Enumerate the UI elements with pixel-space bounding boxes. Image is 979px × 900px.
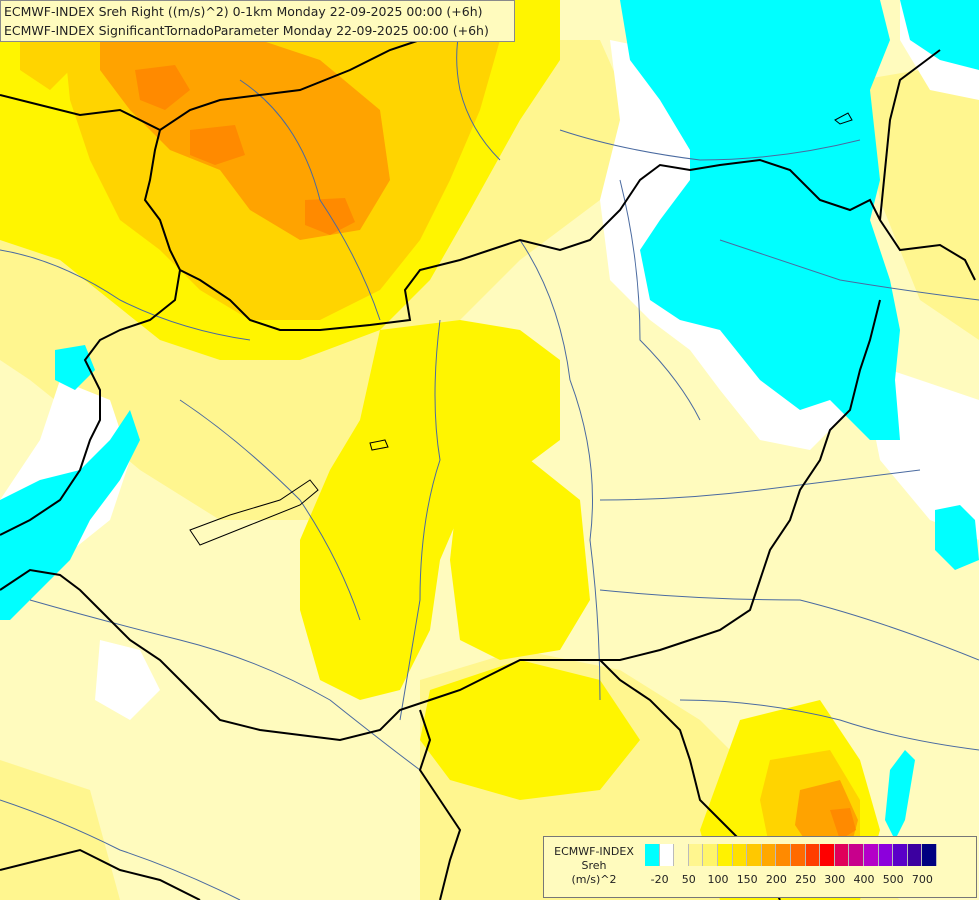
legend-swatch	[659, 844, 675, 866]
legend-swatch	[805, 844, 821, 866]
legend-swatch	[732, 844, 748, 866]
legend-swatch	[878, 844, 894, 866]
legend-swatch	[922, 844, 937, 866]
legend-source: ECMWF-INDEX	[554, 845, 634, 858]
color-legend: ECMWF-INDEX Sreh (m/s)^2 -20 50 100 150 200 2…	[543, 836, 977, 898]
legend-tick-label: 500	[882, 873, 904, 886]
sreh-level-cyan	[0, 0, 979, 840]
legend-swatch	[834, 844, 850, 866]
legend-unit: (m/s)^2	[571, 873, 617, 886]
legend-variable: Sreh	[581, 859, 607, 872]
lake-outlines	[189, 112, 853, 546]
legend-tick-label: 700	[911, 873, 933, 886]
legend-tick-label: 150	[736, 873, 758, 886]
legend-swatch	[688, 844, 704, 866]
legend-swatch	[820, 844, 835, 866]
legend-swatch	[717, 844, 733, 866]
legend-swatch	[776, 844, 791, 866]
title-line-sreh: ECMWF-INDEX Sreh Right ((m/s)^2) 0-1km M…	[4, 4, 483, 19]
title-line-stp: ECMWF-INDEX SignificantTornadoParameter …	[4, 23, 489, 38]
legend-swatch	[849, 844, 864, 866]
legend-tick-label: 100	[707, 873, 729, 886]
legend-swatch	[747, 844, 762, 866]
legend-tick-label: 300	[824, 873, 846, 886]
sreh-level-dark-orange	[135, 65, 856, 840]
legend-swatch	[645, 844, 660, 866]
legend-swatch	[790, 844, 806, 866]
map-title-box: ECMWF-INDEX Sreh Right ((m/s)^2) 0-1km M…	[0, 0, 515, 42]
legend-swatch	[674, 844, 689, 866]
legend-swatch	[893, 844, 908, 866]
legend-swatch	[907, 844, 923, 866]
legend-ticks: -20 50 100 150 200 250 300 400 500 700	[645, 873, 970, 887]
legend-swatch	[703, 844, 718, 866]
legend-tick-label: 400	[853, 873, 875, 886]
legend-label: ECMWF-INDEX Sreh (m/s)^2	[548, 845, 640, 887]
legend-swatches	[645, 844, 937, 866]
legend-tick-label: 200	[765, 873, 787, 886]
legend-tick-label: -20	[650, 873, 669, 886]
legend-tick-label: 250	[795, 873, 817, 886]
legend-swatch	[761, 844, 777, 866]
legend-tick-label: 50	[681, 873, 696, 886]
legend-swatch	[863, 844, 879, 866]
